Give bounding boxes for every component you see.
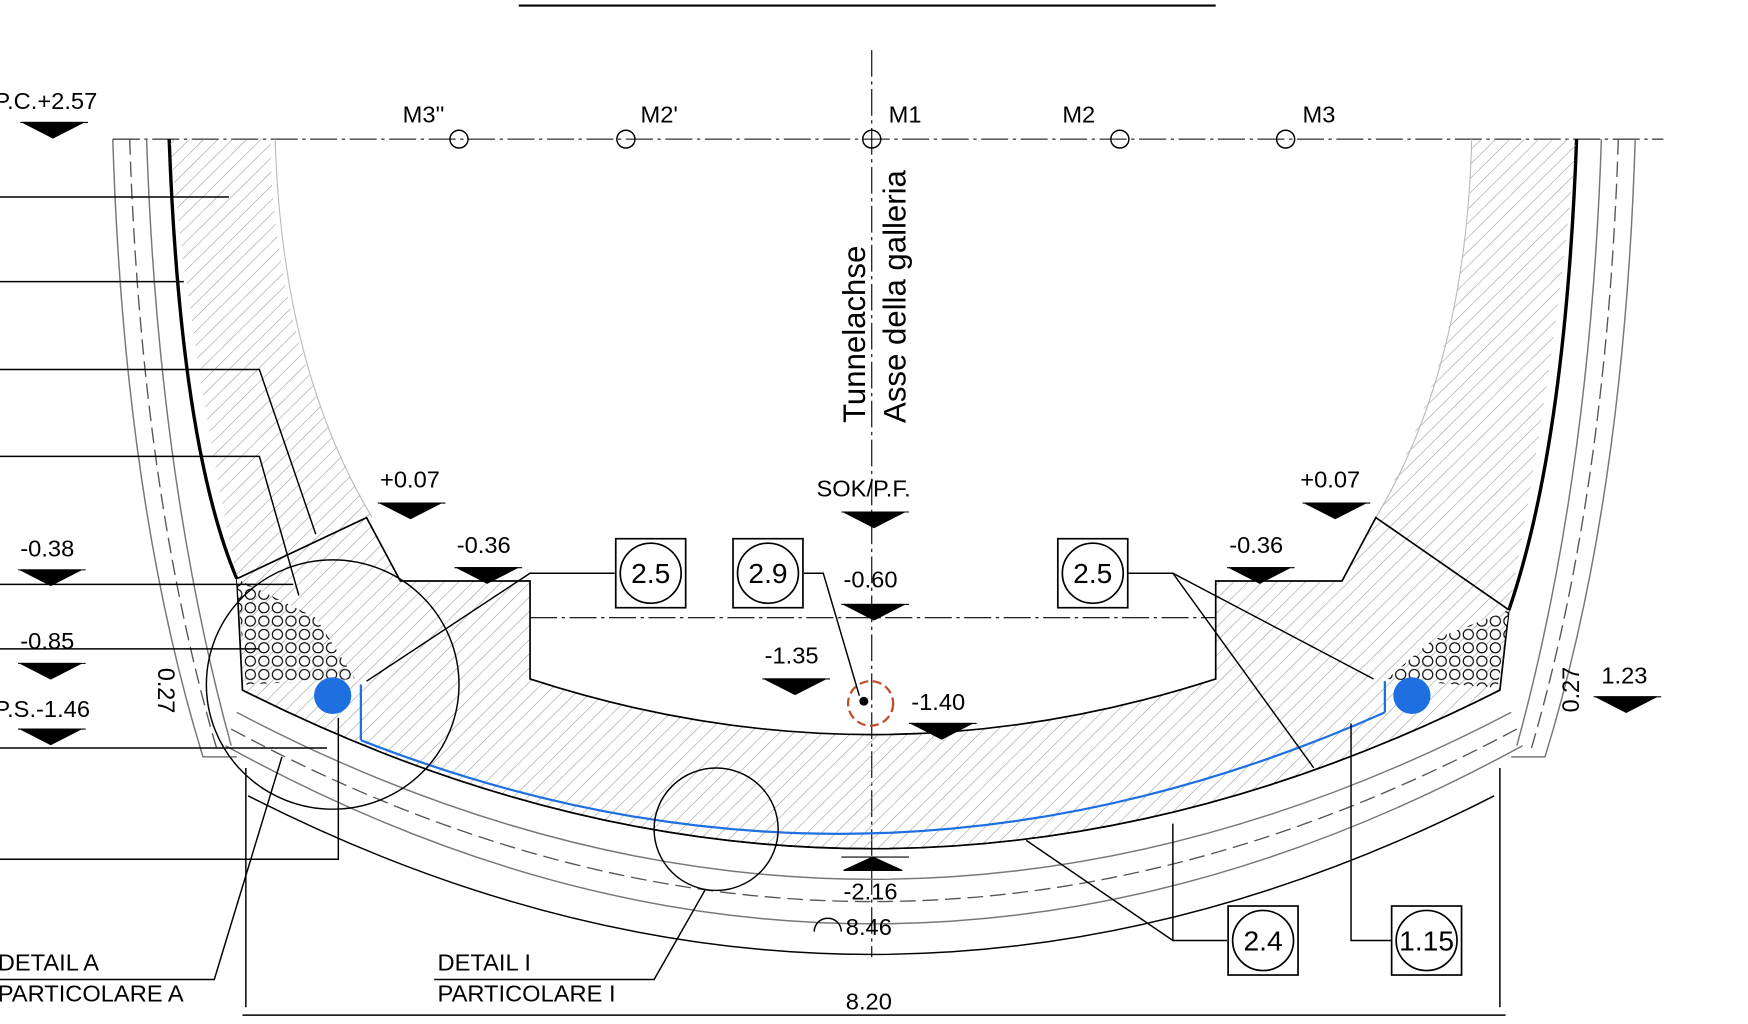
level-mark: P.S.-1.46: [0, 696, 90, 746]
callout-label: 2.4: [1243, 926, 1282, 957]
level-label: -2.16: [844, 878, 898, 904]
level-label: -0.36: [457, 532, 511, 558]
level-label: +0.07: [1300, 467, 1360, 493]
axis-label: Asse della galleria: [877, 170, 912, 423]
callout: 2.5: [1056, 537, 1129, 609]
marker-label: M3'': [403, 102, 445, 128]
level-label: +0.07: [380, 467, 440, 493]
level-mark: -0.85: [18, 628, 86, 680]
level-symbol: [20, 662, 82, 680]
marker-label: M2': [641, 102, 678, 128]
level-label: -1.40: [911, 689, 965, 715]
level-symbol: [20, 569, 82, 587]
level-mark: -1.40: [908, 689, 977, 740]
level-label: -0.60: [844, 567, 898, 593]
level-symbol: [843, 856, 903, 871]
axis-label: Tunnelachse: [837, 246, 872, 423]
callout: 2.4: [1227, 905, 1299, 976]
callout-label: 2.9: [748, 558, 787, 589]
detail-label: DETAIL I: [438, 950, 531, 976]
level-mark: -2.16: [841, 856, 909, 904]
callout-label: 2.5: [631, 558, 670, 589]
level-mark: 1.23: [1593, 663, 1662, 713]
level-mark: -0.36: [1226, 532, 1295, 584]
level-label: 1.23: [1601, 663, 1647, 689]
detail-label: DETAIL A: [0, 950, 99, 976]
detail-circle: [205, 559, 460, 810]
dimension: 8.46: [846, 914, 892, 940]
level-mark: P.C.+2.57: [0, 88, 97, 139]
level-symbol: [22, 121, 84, 139]
callout: 2.9: [732, 537, 804, 609]
level-symbol: [379, 502, 442, 520]
level-mark: -0.38: [18, 536, 86, 587]
axis-markers: M3'' M2' M1 M2 M3: [403, 102, 1336, 149]
level-label: P.S.-1.46: [0, 696, 90, 722]
level-mark: +0.07: [1300, 467, 1371, 520]
leader-lines: [0, 196, 1506, 1016]
detail-label: PARTICOLARE I: [438, 981, 616, 1007]
waterproofing: [360, 711, 1386, 835]
level-label: SOK/P.F.: [816, 476, 910, 502]
level-label: -0.36: [1229, 532, 1283, 558]
marker-label: M3: [1303, 102, 1336, 128]
level-mark: SOK/P.F.: [816, 476, 911, 529]
detail-circle: [653, 767, 779, 892]
level-label: P.C.+2.57: [0, 88, 97, 114]
callout-label: 2.5: [1073, 558, 1112, 589]
tunnel-wall: [112, 139, 1636, 758]
drain: [846, 680, 895, 727]
level-symbol: [1595, 696, 1657, 713]
dimension: 0.27: [1558, 667, 1584, 712]
dimension: 0.27: [153, 668, 179, 713]
detail-label: PARTICOLARE A: [0, 981, 184, 1007]
dimension: 8.20: [846, 989, 892, 1015]
drain-pipe: [1393, 677, 1431, 715]
gravel: [236, 578, 356, 685]
level-mark: -1.35: [762, 643, 831, 696]
marker-label: M2: [1062, 102, 1095, 128]
level-label: -0.85: [20, 628, 74, 654]
gravel: [1387, 609, 1509, 688]
callout-label: 1.15: [1399, 926, 1454, 957]
marker-label: M1: [889, 102, 922, 128]
callout: 1.15: [1390, 905, 1463, 976]
level-mark: -0.60: [841, 567, 909, 621]
level-symbol: [1304, 502, 1366, 520]
level-symbol: [843, 511, 905, 529]
drain-pipe: [314, 677, 352, 715]
level-symbol: [764, 678, 826, 696]
callout: 2.5: [614, 537, 687, 609]
level-mark: -0.36: [454, 532, 523, 584]
level-label: -1.35: [765, 643, 819, 669]
level-label: -0.38: [20, 536, 74, 562]
level-symbol: [20, 728, 82, 746]
level-mark: +0.07: [377, 467, 446, 520]
